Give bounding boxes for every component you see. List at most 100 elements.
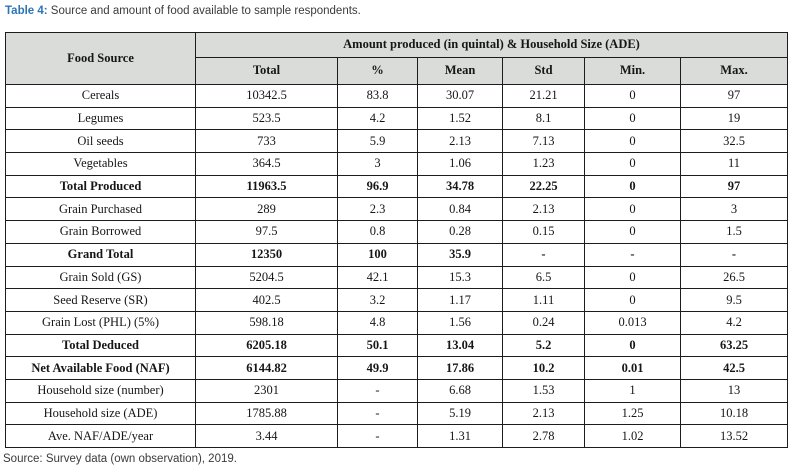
table-header: Food Source Amount produced (in quintal)… [5, 32, 788, 85]
value-cell: 2301 [195, 378, 338, 403]
value-cell: 15.3 [417, 265, 503, 290]
table-number-label: Table 4: [5, 5, 48, 17]
value-cell: 2.13 [417, 129, 503, 154]
row-label-cell: Household size (ADE) [5, 401, 196, 426]
value-cell: 6144.82 [195, 356, 338, 380]
table-row: Grand Total 12350 100 35.9- - - [5, 242, 788, 267]
table-row: Grain Sold (GS) 5204.5 42.1 15.3 6.5 0 26.5 [5, 265, 788, 290]
row-label-cell: Grain Purchased [5, 197, 196, 222]
value-cell: 32.5 [680, 129, 788, 154]
row-label-cell: Legumes [5, 106, 196, 131]
value-cell: 17.86 [417, 356, 503, 380]
row-label-cell: Cereals [5, 84, 196, 108]
value-cell: 19 [680, 106, 788, 131]
value-cell: 1.06 [417, 152, 503, 176]
value-cell: 1785.88 [195, 401, 338, 426]
value-cell: 21.21 [502, 84, 585, 108]
table-row: Grain Purchased 289 2.3 0.84 2.13 0 3 [5, 197, 788, 222]
value-cell: 0 [584, 129, 681, 154]
value-cell: 1.56 [417, 310, 503, 335]
row-label-cell: Ave. NAF/ADE/year [5, 424, 196, 448]
value-cell: - [502, 242, 585, 267]
value-cell: 5.2 [502, 333, 585, 358]
row-label-cell: Household size (number) [5, 378, 196, 403]
table-caption-text: Source and amount of food available to s… [47, 5, 361, 17]
sub-header-row: Total % Mean Std Min. Max. [6, 56, 788, 85]
col-header-min: Min. [584, 56, 681, 85]
value-cell: 0 [584, 174, 681, 199]
value-cell: 0 [584, 152, 681, 176]
value-cell: 2.13 [502, 197, 585, 222]
col-header-mean: Mean [417, 56, 503, 85]
table-caption: Table 4: Source and amount of food avail… [5, 4, 787, 18]
value-cell: 0.01 [584, 356, 681, 380]
col-header-std: Std [502, 56, 585, 85]
value-cell: 96.9 [337, 174, 418, 199]
row-label-cell: Total Deduced [5, 333, 196, 358]
food-source-table: Food Source Amount produced (in quintal)… [5, 32, 788, 448]
value-cell: 97 [680, 84, 788, 108]
table-row: Net Available Food (NAF) 6144.82 49.9 17.86… [5, 356, 788, 380]
value-cell: 4.2 [337, 106, 418, 131]
value-cell: 9.5 [680, 288, 788, 312]
value-cell: 1.5 [680, 220, 788, 244]
value-cell: 0.013 [584, 310, 681, 335]
value-cell: 42.5 [680, 356, 788, 380]
value-cell: 0 [584, 197, 681, 222]
value-cell: 0 [584, 106, 681, 131]
value-cell: - [584, 242, 681, 267]
value-cell: 5.9 [337, 129, 418, 154]
value-cell: 598.18 [195, 310, 338, 335]
table-row: Total Deduced 6205.18 50.1 13.04 5.2 0 63.25 [5, 333, 788, 358]
value-cell: 6.68 [417, 378, 503, 403]
value-cell: 12350 [195, 242, 338, 267]
value-cell: 97 [680, 174, 788, 199]
row-label-cell: Total Produced [5, 174, 196, 199]
value-cell: 1.52 [417, 106, 503, 131]
value-cell: 11 [680, 152, 788, 176]
value-cell: 1.23 [502, 152, 585, 176]
value-cell: 8.1 [502, 106, 585, 131]
value-cell: 364.5 [195, 152, 338, 176]
table-row: Seed Reserve (SR) 402.5 3.2 1.17 1.11 0 9.5 [5, 288, 788, 312]
value-cell: - [680, 242, 788, 267]
value-cell: 0.28 [417, 220, 503, 244]
value-cell: 4.8 [337, 310, 418, 335]
value-cell: 50.1 [337, 333, 418, 358]
value-cell: 2.13 [502, 401, 585, 426]
value-cell: 63.25 [680, 333, 788, 358]
table-row: Cereals 10342.5 83.8 30.07 21.21 0 97 [5, 84, 788, 108]
value-cell: 523.5 [195, 106, 338, 131]
table-row: Oil seeds 733 5.9 2.13 7.13 0 32.5 [5, 129, 788, 154]
table-row: Ave. NAF/ADE/year 3.44-1.31 2.78 1.02 13.52 [5, 424, 788, 448]
value-cell: 97.5 [195, 220, 338, 244]
value-cell: 3 [337, 152, 418, 176]
row-label-cell: Grain Lost (PHL) (5%) [5, 310, 196, 335]
value-cell: - [337, 378, 418, 403]
value-cell: 13 [680, 378, 788, 403]
value-cell: 0.15 [502, 220, 585, 244]
col-header-food-source: Food Source [5, 32, 196, 85]
value-cell: 26.5 [680, 265, 788, 290]
value-cell: 0.8 [337, 220, 418, 244]
source-note: Source: Survey data (own observation), 2… [3, 453, 237, 465]
value-cell: 49.9 [337, 356, 418, 380]
value-cell: 0 [584, 265, 681, 290]
value-cell: - [337, 424, 418, 448]
value-cell: 1.53 [502, 378, 585, 403]
value-cell: 0.84 [417, 197, 503, 222]
value-cell: 30.07 [417, 84, 503, 108]
value-cell: 289 [195, 197, 338, 222]
value-cell: 2.78 [502, 424, 585, 448]
value-cell: 13.04 [417, 333, 503, 358]
value-cell: 0.24 [502, 310, 585, 335]
value-cell: 0 [584, 220, 681, 244]
row-label-cell: Seed Reserve (SR) [5, 288, 196, 312]
value-cell: 35.9 [417, 242, 503, 267]
value-cell: 1 [584, 378, 681, 403]
value-cell: 0 [584, 333, 681, 358]
value-cell: 22.25 [502, 174, 585, 199]
value-cell: 13.52 [680, 424, 788, 448]
row-label-cell: Net Available Food (NAF) [5, 356, 196, 380]
